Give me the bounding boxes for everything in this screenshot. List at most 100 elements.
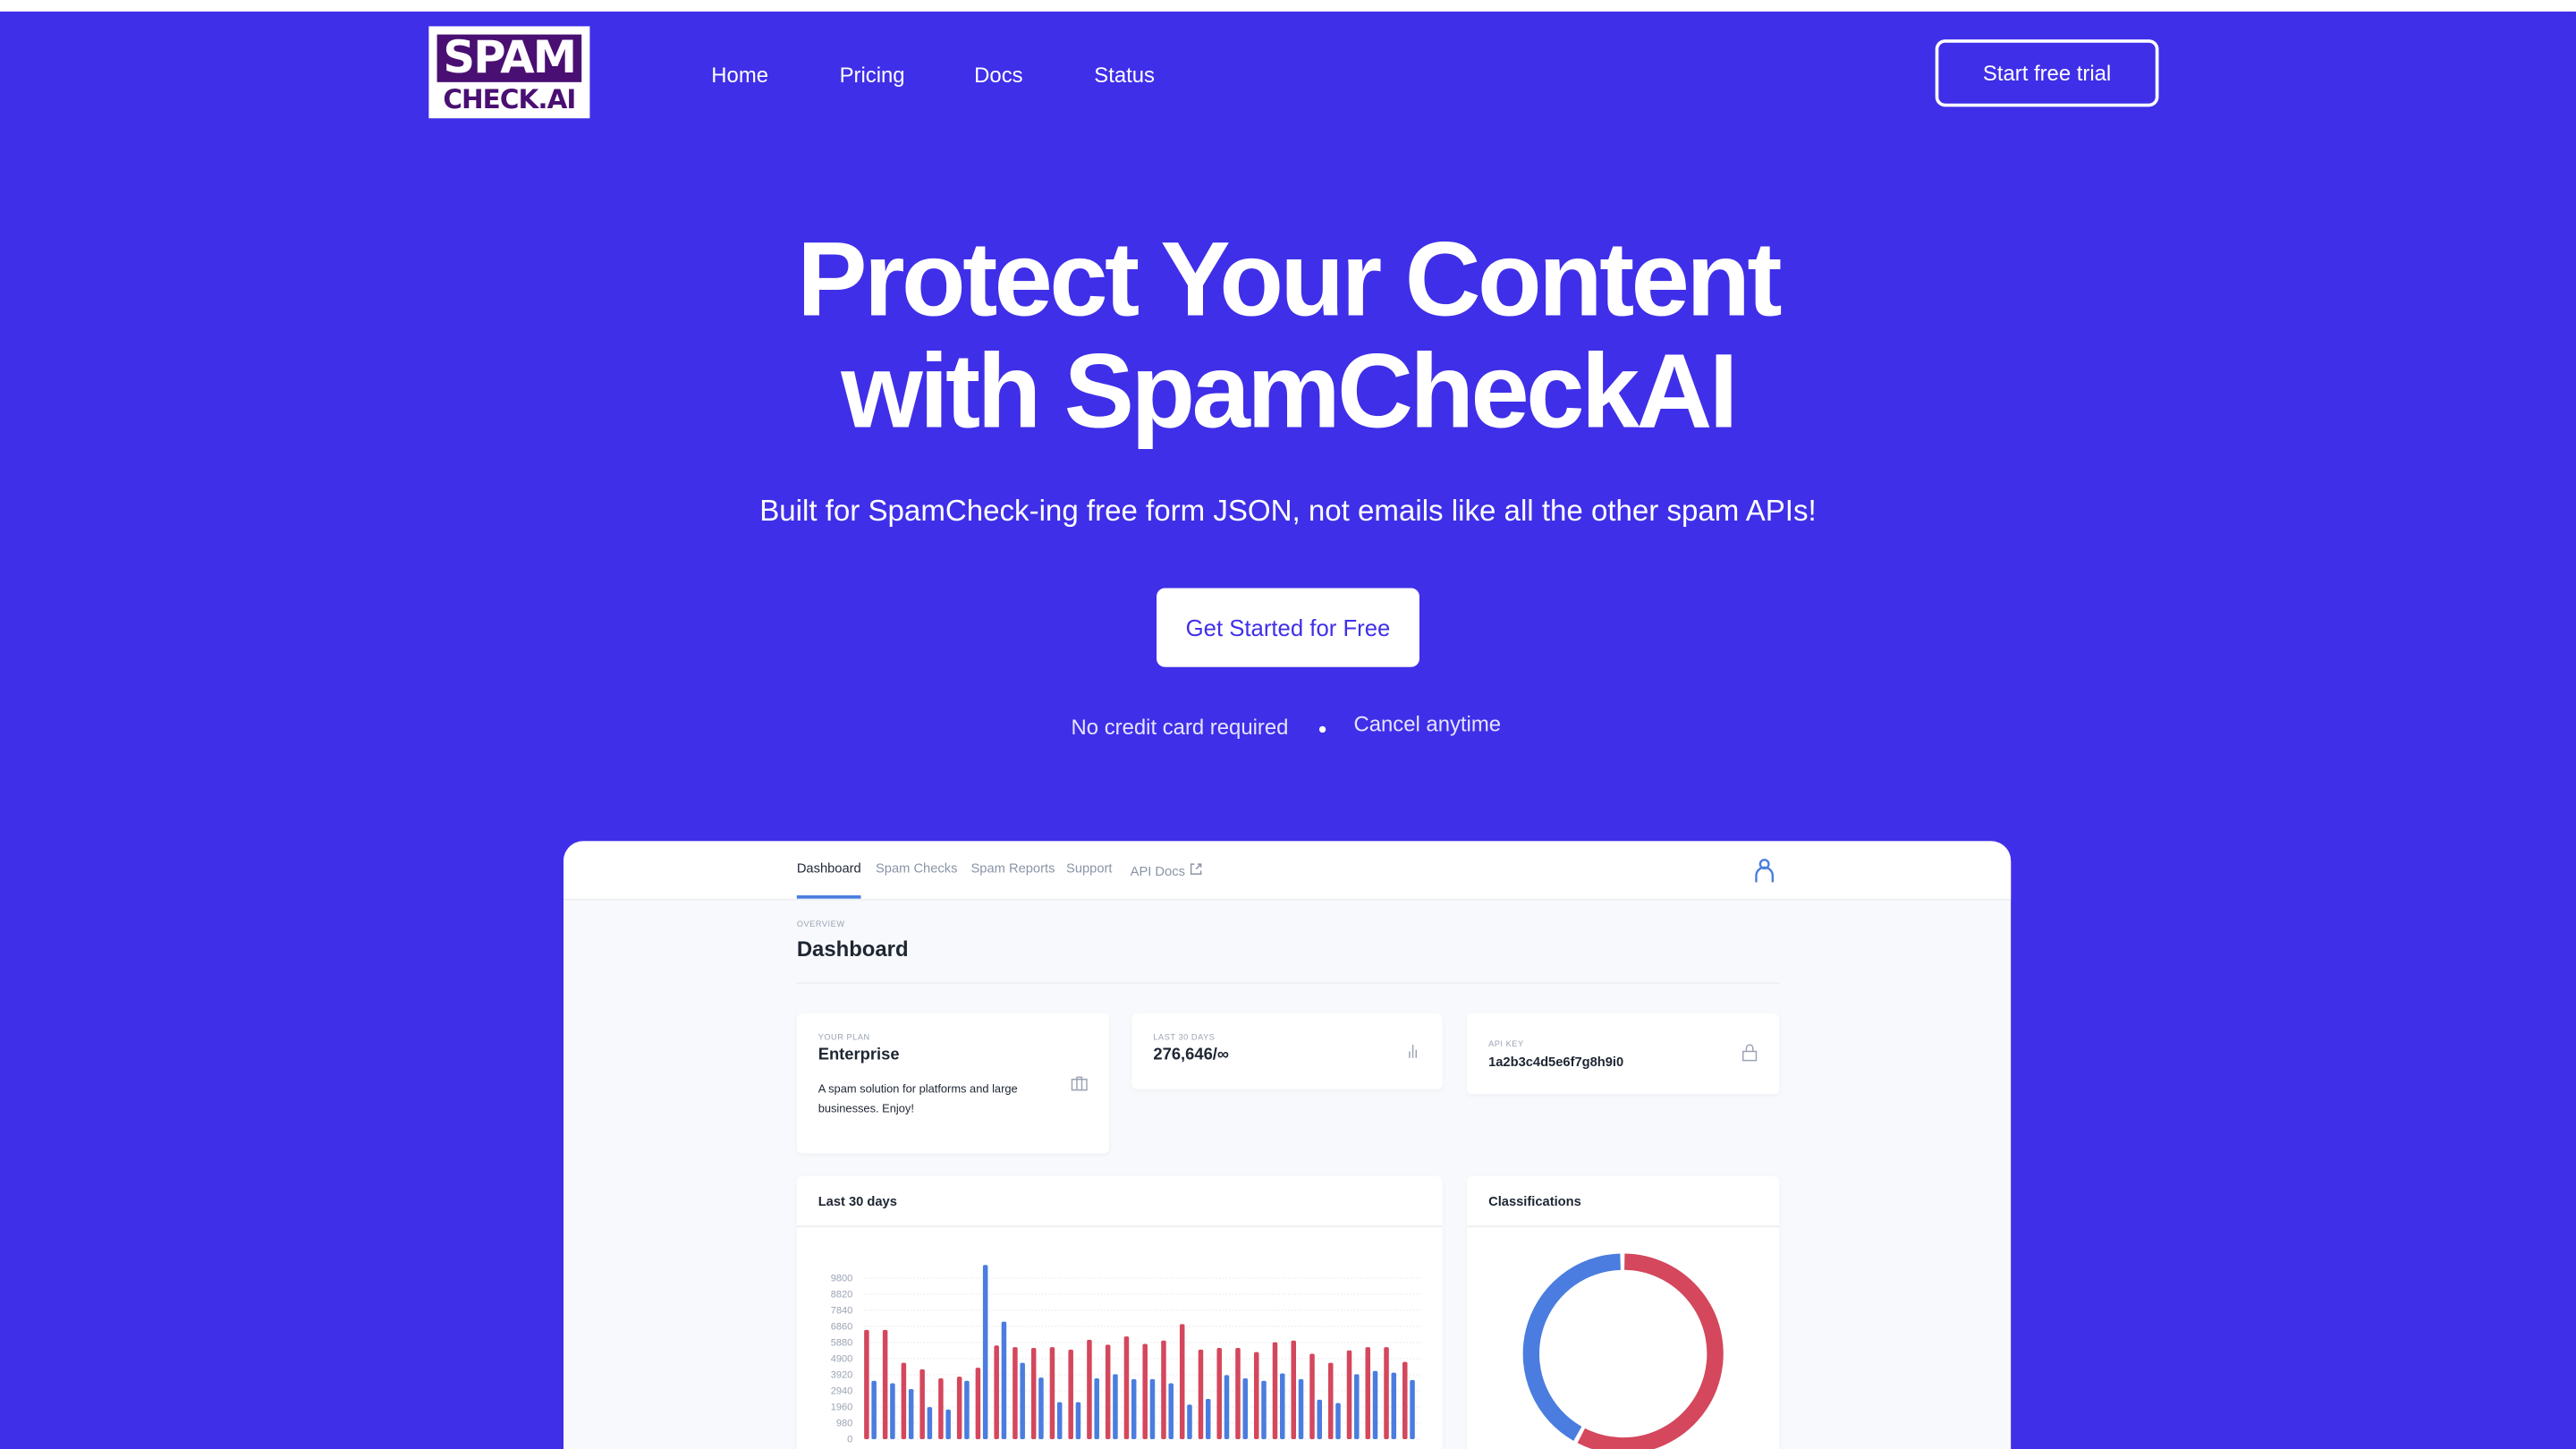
bar[interactable]	[1272, 1342, 1278, 1439]
dashboard-header: Dashboard Spam Checks Spam Reports Suppo…	[563, 841, 2012, 901]
plan-label: YOUR PLAN	[818, 1033, 870, 1044]
bar[interactable]	[1030, 1348, 1037, 1439]
dashboard-title: Dashboard	[796, 936, 909, 962]
bar[interactable]	[927, 1407, 933, 1439]
bar[interactable]	[1253, 1352, 1259, 1439]
bar[interactable]	[1235, 1348, 1241, 1439]
bar[interactable]	[1354, 1374, 1360, 1439]
tab-api-docs[interactable]: API Docs	[1130, 862, 1202, 879]
bar[interactable]	[1261, 1380, 1267, 1439]
nav-docs[interactable]: Docs	[974, 62, 1023, 88]
api-key-value[interactable]: 1a2b3c4d5e6f7g8h9i0	[1488, 1055, 1624, 1070]
bar[interactable]	[1105, 1344, 1111, 1439]
bar[interactable]	[1410, 1379, 1415, 1439]
plan-card: YOUR PLAN Enterprise A spam solution for…	[796, 1013, 1109, 1154]
bar[interactable]	[1365, 1347, 1371, 1439]
bar[interactable]	[1346, 1350, 1352, 1439]
start-free-trial-button[interactable]: Start free trial	[1935, 39, 2159, 107]
logo[interactable]: SPAM CHECK.AI	[428, 26, 590, 119]
bar[interactable]	[908, 1388, 914, 1439]
donut-slice[interactable]	[1522, 1253, 1621, 1441]
bar[interactable]	[982, 1265, 988, 1439]
browser-top-strip	[0, 0, 2576, 12]
usage-card: LAST 30 DAYS 276,646/∞	[1131, 1013, 1443, 1089]
bar[interactable]	[1187, 1404, 1192, 1439]
tab-api-docs-label: API Docs	[1130, 864, 1185, 879]
bar[interactable]	[1327, 1362, 1334, 1439]
tab-spam-checks[interactable]: Spam Checks	[875, 860, 958, 876]
y-tick-label: 6860	[831, 1322, 853, 1333]
api-key-label: API KEY	[1488, 1039, 1524, 1050]
bar[interactable]	[1094, 1378, 1099, 1439]
cancel-anytime-note: Cancel anytime	[1353, 711, 1502, 736]
bar-chart-card: Last 30 days 0 980 1960 2940 3920 4900 5880 686…	[796, 1176, 1443, 1449]
briefcase-icon	[1071, 1076, 1088, 1091]
active-tab-indicator	[796, 895, 861, 899]
bar[interactable]	[1291, 1340, 1296, 1439]
bar[interactable]	[901, 1362, 907, 1439]
bar[interactable]	[964, 1380, 970, 1439]
bar[interactable]	[956, 1377, 962, 1439]
bar[interactable]	[1372, 1370, 1378, 1439]
nav-pricing[interactable]: Pricing	[839, 62, 905, 88]
bar[interactable]	[1168, 1383, 1174, 1439]
bar[interactable]	[1391, 1372, 1397, 1439]
bar[interactable]	[1038, 1377, 1044, 1439]
bar[interactable]	[1298, 1378, 1304, 1439]
user-icon[interactable]	[1753, 858, 1776, 884]
bar[interactable]	[1224, 1375, 1230, 1439]
bar[interactable]	[871, 1380, 877, 1439]
bar[interactable]	[938, 1378, 944, 1439]
bar[interactable]	[1402, 1361, 1408, 1439]
bar[interactable]	[1075, 1402, 1081, 1439]
bar[interactable]	[1309, 1353, 1315, 1439]
bar[interactable]	[1113, 1374, 1118, 1439]
tab-dashboard[interactable]: Dashboard	[796, 860, 861, 876]
bar[interactable]	[945, 1409, 951, 1439]
nav-home[interactable]: Home	[711, 62, 769, 88]
bar[interactable]	[864, 1329, 869, 1439]
bar[interactable]	[1068, 1349, 1073, 1439]
y-tick-label: 8820	[831, 1290, 853, 1301]
bar[interactable]	[1013, 1347, 1018, 1439]
tab-support[interactable]: Support	[1066, 860, 1113, 876]
bar[interactable]	[1216, 1348, 1222, 1439]
bar[interactable]	[1198, 1349, 1204, 1439]
bar[interactable]	[1335, 1402, 1341, 1439]
bar[interactable]	[1001, 1321, 1007, 1439]
bar[interactable]	[1205, 1398, 1211, 1439]
no-credit-card-note: No credit card required	[1071, 714, 1289, 740]
card-divider	[796, 1225, 1443, 1228]
y-tick-label: 2940	[831, 1386, 853, 1397]
bar[interactable]	[1087, 1339, 1092, 1439]
bar[interactable]	[1161, 1340, 1166, 1439]
tab-spam-reports[interactable]: Spam Reports	[970, 860, 1055, 876]
bar[interactable]	[1149, 1378, 1156, 1439]
bar[interactable]	[1123, 1336, 1130, 1439]
card-divider	[1467, 1225, 1780, 1228]
bar[interactable]	[1317, 1399, 1323, 1439]
bar[interactable]	[1179, 1324, 1185, 1439]
bar[interactable]	[994, 1345, 999, 1439]
bar[interactable]	[1384, 1347, 1389, 1439]
bar[interactable]	[919, 1368, 925, 1439]
bar-chart-title: Last 30 days	[818, 1194, 897, 1209]
bar[interactable]	[1279, 1373, 1285, 1439]
y-tick-label: 7840	[831, 1306, 853, 1317]
bar[interactable]	[890, 1383, 895, 1439]
divider	[796, 982, 1780, 985]
bar[interactable]	[882, 1329, 888, 1439]
bar[interactable]	[1131, 1378, 1137, 1439]
bar[interactable]	[1049, 1347, 1055, 1439]
bar[interactable]	[1056, 1402, 1063, 1439]
get-started-button[interactable]: Get Started for Free	[1157, 588, 1419, 667]
hero-title-line1: Protect Your Content	[797, 220, 1782, 339]
nav-status[interactable]: Status	[1094, 62, 1155, 88]
bar[interactable]	[1020, 1362, 1025, 1439]
donut-slice[interactable]	[1577, 1253, 1724, 1449]
bar[interactable]	[1242, 1378, 1248, 1439]
y-tick-label: 0	[847, 1435, 852, 1445]
bar[interactable]	[975, 1368, 981, 1439]
lock-icon[interactable]	[1741, 1043, 1758, 1062]
bar[interactable]	[1142, 1343, 1148, 1439]
